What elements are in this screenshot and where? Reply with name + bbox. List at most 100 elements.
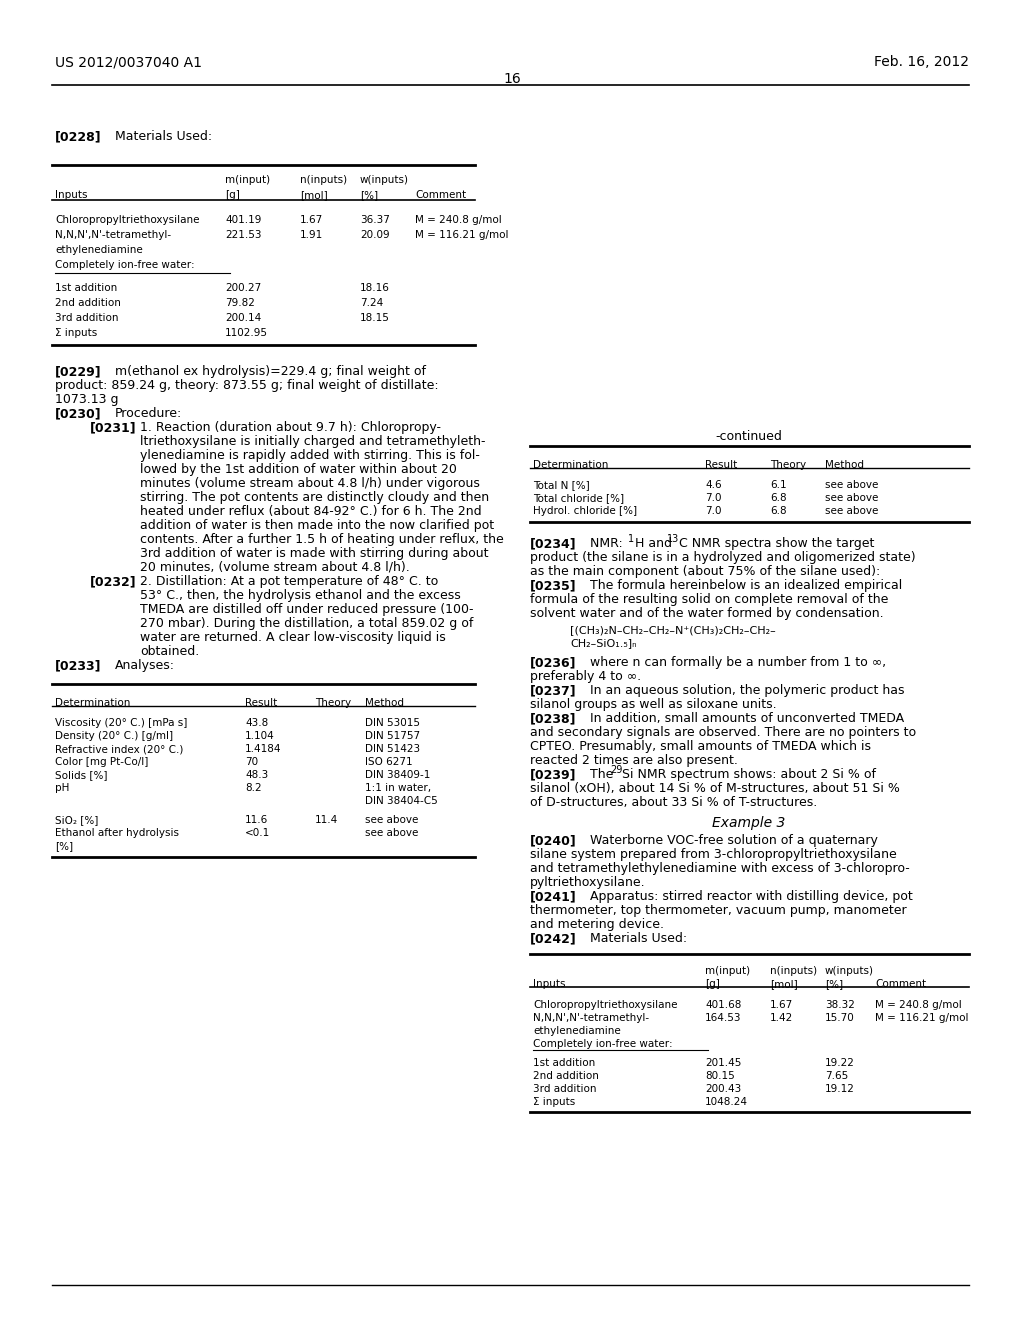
Text: N,N,N',N'-tetramethyl-: N,N,N',N'-tetramethyl-	[534, 1012, 649, 1023]
Text: 11.4: 11.4	[315, 814, 338, 825]
Text: 221.53: 221.53	[225, 230, 261, 240]
Text: Refractive index (20° C.): Refractive index (20° C.)	[55, 744, 183, 754]
Text: heated under reflux (about 84-92° C.) for 6 h. The 2nd: heated under reflux (about 84-92° C.) fo…	[140, 506, 481, 517]
Text: US 2012/0037040 A1: US 2012/0037040 A1	[55, 55, 202, 69]
Text: [0229]: [0229]	[55, 366, 101, 378]
Text: Analyses:: Analyses:	[115, 659, 175, 672]
Text: Materials Used:: Materials Used:	[115, 129, 212, 143]
Text: DIN 38404-C5: DIN 38404-C5	[365, 796, 437, 807]
Text: n(inputs): n(inputs)	[300, 176, 347, 185]
Text: thermometer, top thermometer, vacuum pump, manometer: thermometer, top thermometer, vacuum pum…	[530, 904, 906, 917]
Text: Determination: Determination	[55, 698, 130, 708]
Text: Waterborne VOC-free solution of a quaternary: Waterborne VOC-free solution of a quater…	[590, 834, 878, 847]
Text: [0238]: [0238]	[530, 711, 577, 725]
Text: 19.12: 19.12	[825, 1084, 855, 1094]
Text: m(input): m(input)	[705, 966, 751, 975]
Text: 401.68: 401.68	[705, 1001, 741, 1010]
Text: 1. Reaction (duration about 9.7 h): Chloropropy-: 1. Reaction (duration about 9.7 h): Chlo…	[140, 421, 441, 434]
Text: 200.43: 200.43	[705, 1084, 741, 1094]
Text: Density (20° C.) [g/ml]: Density (20° C.) [g/ml]	[55, 731, 173, 741]
Text: 1048.24: 1048.24	[705, 1097, 748, 1107]
Text: DIN 51423: DIN 51423	[365, 744, 420, 754]
Text: [0239]: [0239]	[530, 768, 577, 781]
Text: 164.53: 164.53	[705, 1012, 741, 1023]
Text: Example 3: Example 3	[713, 816, 785, 830]
Text: CPTEO. Presumably, small amounts of TMEDA which is: CPTEO. Presumably, small amounts of TMED…	[530, 741, 871, 752]
Text: Comment: Comment	[415, 190, 466, 201]
Text: Chloropropyltriethoxysilane: Chloropropyltriethoxysilane	[534, 1001, 678, 1010]
Text: [(CH₃)₂N–CH₂–CH₂–N⁺(CH₃)₂CH₂–CH₂–: [(CH₃)₂N–CH₂–CH₂–N⁺(CH₃)₂CH₂–CH₂–	[570, 624, 776, 635]
Text: 7.0: 7.0	[705, 492, 722, 503]
Text: Ethanol after hydrolysis: Ethanol after hydrolysis	[55, 828, 179, 838]
Text: reacted 2 times are also present.: reacted 2 times are also present.	[530, 754, 738, 767]
Text: obtained.: obtained.	[140, 645, 200, 657]
Text: Method: Method	[825, 459, 864, 470]
Text: Result: Result	[705, 459, 737, 470]
Text: [mol]: [mol]	[300, 190, 328, 201]
Text: [0228]: [0228]	[55, 129, 101, 143]
Text: DIN 51757: DIN 51757	[365, 731, 420, 741]
Text: see above: see above	[365, 814, 419, 825]
Text: Σ inputs: Σ inputs	[55, 327, 97, 338]
Text: 1.104: 1.104	[245, 731, 274, 741]
Text: M = 116.21 g/mol: M = 116.21 g/mol	[874, 1012, 969, 1023]
Text: 29: 29	[610, 766, 623, 775]
Text: 36.37: 36.37	[360, 215, 390, 224]
Text: 19.22: 19.22	[825, 1059, 855, 1068]
Text: 1102.95: 1102.95	[225, 327, 268, 338]
Text: M = 240.8 g/mol: M = 240.8 g/mol	[874, 1001, 962, 1010]
Text: ylenediamine is rapidly added with stirring. This is fol-: ylenediamine is rapidly added with stirr…	[140, 449, 480, 462]
Text: Solids [%]: Solids [%]	[55, 770, 108, 780]
Text: [0236]: [0236]	[530, 656, 577, 669]
Text: 1:1 in water,: 1:1 in water,	[365, 783, 431, 793]
Text: 200.27: 200.27	[225, 282, 261, 293]
Text: see above: see above	[825, 506, 879, 516]
Text: DIN 53015: DIN 53015	[365, 718, 420, 729]
Text: 1st addition: 1st addition	[55, 282, 118, 293]
Text: ltriethoxysilane is initially charged and tetramethyleth-: ltriethoxysilane is initially charged an…	[140, 436, 485, 447]
Text: as the main component (about 75% of the silane used):: as the main component (about 75% of the …	[530, 565, 881, 578]
Text: product (the silane is in a hydrolyzed and oligomerized state): product (the silane is in a hydrolyzed a…	[530, 550, 915, 564]
Text: and secondary signals are observed. There are no pointers to: and secondary signals are observed. Ther…	[530, 726, 916, 739]
Text: 3rd addition of water is made with stirring during about: 3rd addition of water is made with stirr…	[140, 546, 488, 560]
Text: H and: H and	[635, 537, 676, 550]
Text: NMR:: NMR:	[590, 537, 627, 550]
Text: TMEDA are distilled off under reduced pressure (100-: TMEDA are distilled off under reduced pr…	[140, 603, 473, 616]
Text: 7.0: 7.0	[705, 506, 722, 516]
Text: 7.65: 7.65	[825, 1071, 848, 1081]
Text: water are returned. A clear low-viscosity liquid is: water are returned. A clear low-viscosit…	[140, 631, 445, 644]
Text: [0232]: [0232]	[90, 576, 136, 587]
Text: 7.24: 7.24	[360, 298, 383, 308]
Text: N,N,N',N'-tetramethyl-: N,N,N',N'-tetramethyl-	[55, 230, 171, 240]
Text: Inputs: Inputs	[534, 979, 565, 989]
Text: Chloropropyltriethoxysilane: Chloropropyltriethoxysilane	[55, 215, 200, 224]
Text: 15.70: 15.70	[825, 1012, 855, 1023]
Text: 1.42: 1.42	[770, 1012, 794, 1023]
Text: Completely ion-free water:: Completely ion-free water:	[55, 260, 195, 271]
Text: Hydrol. chloride [%]: Hydrol. chloride [%]	[534, 506, 637, 516]
Text: Theory: Theory	[770, 459, 806, 470]
Text: and tetramethylethylenediamine with excess of 3-chloropro-: and tetramethylethylenediamine with exce…	[530, 862, 909, 875]
Text: 13: 13	[667, 535, 679, 544]
Text: [0234]: [0234]	[530, 537, 577, 550]
Text: 20 minutes, (volume stream about 4.8 l/h).: 20 minutes, (volume stream about 4.8 l/h…	[140, 561, 410, 574]
Text: see above: see above	[825, 480, 879, 490]
Text: 6.1: 6.1	[770, 480, 786, 490]
Text: 70: 70	[245, 756, 258, 767]
Text: ethylenediamine: ethylenediamine	[55, 246, 142, 255]
Text: Materials Used:: Materials Used:	[590, 932, 687, 945]
Text: Theory: Theory	[315, 698, 351, 708]
Text: preferably 4 to ∞.: preferably 4 to ∞.	[530, 671, 641, 682]
Text: 11.6: 11.6	[245, 814, 268, 825]
Text: silane system prepared from 3-chloropropyltriethoxysilane: silane system prepared from 3-chloroprop…	[530, 847, 897, 861]
Text: n(inputs): n(inputs)	[770, 966, 817, 975]
Text: Inputs: Inputs	[55, 190, 87, 201]
Text: -continued: -continued	[716, 430, 782, 444]
Text: 1st addition: 1st addition	[534, 1059, 595, 1068]
Text: 2nd addition: 2nd addition	[55, 298, 121, 308]
Text: Color [mg Pt-Co/l]: Color [mg Pt-Co/l]	[55, 756, 148, 767]
Text: Total chloride [%]: Total chloride [%]	[534, 492, 624, 503]
Text: [%]: [%]	[360, 190, 378, 201]
Text: 1.67: 1.67	[770, 1001, 794, 1010]
Text: 3rd addition: 3rd addition	[55, 313, 119, 323]
